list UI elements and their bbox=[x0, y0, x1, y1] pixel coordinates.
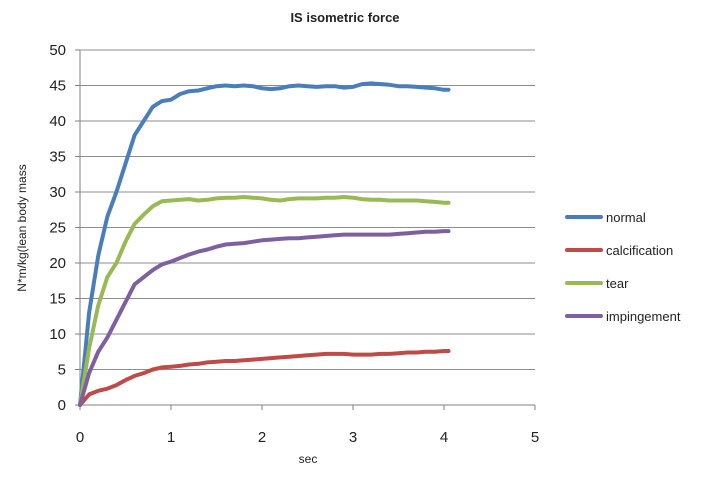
series-line-calcification bbox=[78, 349, 451, 407]
legend: normal calcification tear impingement bbox=[565, 210, 681, 324]
series-lines bbox=[78, 81, 451, 407]
x-tick-label: 2 bbox=[258, 429, 266, 446]
legend-label: tear bbox=[606, 276, 629, 291]
x-tick-label: 0 bbox=[76, 429, 84, 446]
y-tick-label: 30 bbox=[49, 184, 66, 201]
x-tick-label: 5 bbox=[531, 429, 539, 446]
series-line-tear bbox=[78, 195, 451, 407]
y-tick-label: 15 bbox=[49, 291, 66, 308]
y-tick-label: 5 bbox=[58, 362, 66, 379]
y-tick-label: 40 bbox=[49, 113, 66, 130]
y-tick-label: 45 bbox=[49, 78, 66, 95]
x-axis-title: sec bbox=[299, 452, 318, 466]
axes bbox=[75, 49, 536, 410]
y-axis-title: N*m/kg(lean body mass bbox=[15, 164, 29, 291]
x-tick-label: 4 bbox=[440, 429, 448, 446]
x-axis-tick-labels: 0 1 2 3 4 5 bbox=[76, 429, 539, 446]
legend-label: impingement bbox=[606, 309, 681, 324]
legend-label: calcification bbox=[606, 243, 673, 258]
chart-title: IS isometric force bbox=[290, 10, 399, 25]
y-axis-tick-labels: 0 5 10 15 20 25 30 35 40 45 50 bbox=[49, 42, 66, 414]
y-tick-label: 10 bbox=[49, 326, 66, 343]
x-tick-label: 3 bbox=[349, 429, 357, 446]
series-line-impingement bbox=[78, 229, 451, 407]
legend-label: normal bbox=[606, 210, 646, 225]
y-tick-label: 25 bbox=[49, 220, 66, 237]
y-tick-label: 20 bbox=[49, 255, 66, 272]
y-tick-label: 35 bbox=[49, 149, 66, 166]
y-tick-label: 50 bbox=[49, 42, 66, 59]
y-tick-label: 0 bbox=[58, 397, 66, 414]
x-tick-label: 1 bbox=[167, 429, 175, 446]
series-line-normal bbox=[78, 81, 451, 407]
